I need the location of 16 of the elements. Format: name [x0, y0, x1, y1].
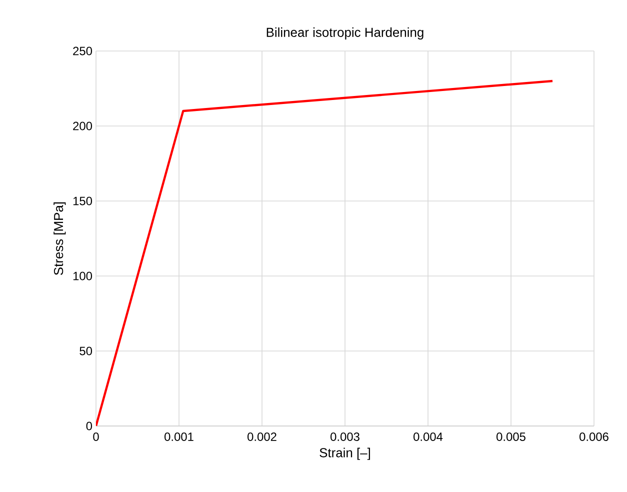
- x-tick-label: 0.005: [496, 432, 526, 441]
- y-tick-label: 100: [73, 272, 92, 280]
- x-tick-label: 0.003: [330, 432, 360, 441]
- x-tick-label: 0.004: [414, 432, 443, 441]
- y-tick-label: 150: [73, 196, 92, 206]
- x-tick-label: 0: [93, 432, 99, 441]
- y-tick-label: 250: [73, 46, 92, 56]
- x-axis-title: Strain [–]: [320, 448, 370, 460]
- y-tick-label: 50: [80, 346, 92, 356]
- x-tick-label: 0.001: [164, 432, 194, 441]
- y-tick-label: 200: [73, 122, 92, 130]
- x-tick-label: 0.006: [580, 432, 608, 441]
- x-tick-label: 0.002: [248, 432, 276, 441]
- y-tick-label: 0: [86, 422, 92, 430]
- y-axis-title: Stress [MPa]: [54, 202, 66, 275]
- chart-title: Bilinear isotropic Hardening: [266, 27, 424, 40]
